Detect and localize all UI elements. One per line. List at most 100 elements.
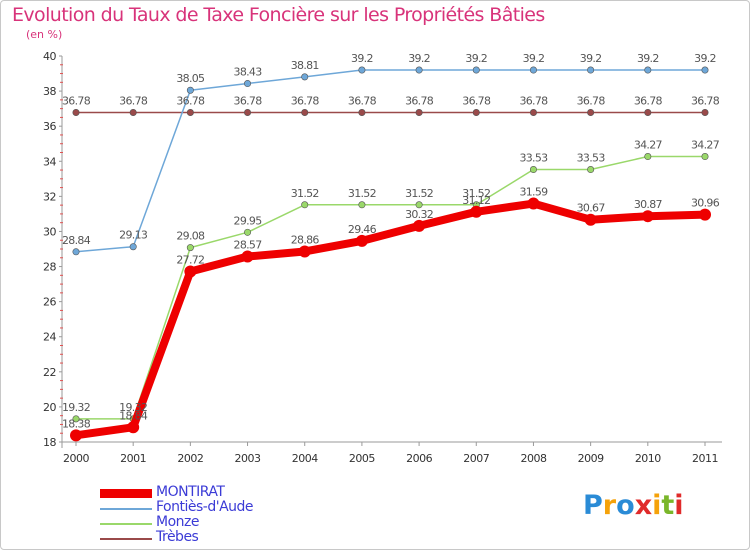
series-point xyxy=(244,80,252,88)
series-point xyxy=(355,234,368,247)
data-label: 28.84 xyxy=(62,234,91,247)
series-point xyxy=(301,108,309,116)
data-label: 36.78 xyxy=(291,94,320,107)
data-label: 36.78 xyxy=(519,94,548,107)
series-point xyxy=(584,213,597,226)
data-label: 39.2 xyxy=(408,52,430,65)
series-point xyxy=(72,108,80,116)
data-label: 34.27 xyxy=(634,139,663,152)
series-point xyxy=(301,73,309,81)
data-label: 18.84 xyxy=(119,409,148,422)
data-label: 39.2 xyxy=(637,52,659,65)
proxiti-logo: Proxiti xyxy=(583,490,684,521)
series-point xyxy=(644,108,652,116)
x-tick-label: 2009 xyxy=(578,452,604,465)
y-tick-label: 30 xyxy=(43,225,56,238)
x-tick-label: 2008 xyxy=(520,452,546,465)
data-label: 31.59 xyxy=(519,186,548,199)
series-point xyxy=(358,108,366,116)
series-point xyxy=(415,108,423,116)
series-point xyxy=(415,66,423,74)
series-point xyxy=(701,66,709,74)
series-point xyxy=(701,108,709,116)
data-label: 28.86 xyxy=(291,233,320,246)
series-line-0 xyxy=(72,199,709,440)
x-tick-label: 2007 xyxy=(463,452,489,465)
series-point xyxy=(186,244,194,252)
data-label: 18.38 xyxy=(62,417,91,430)
y-tick-label: 28 xyxy=(43,261,56,274)
chart-subtitle: (en %) xyxy=(26,28,63,41)
series-point xyxy=(72,415,80,423)
y-tick-label: 40 xyxy=(43,50,56,63)
x-tick-label: 2001 xyxy=(120,452,146,465)
series-point xyxy=(529,166,537,174)
series-line-1 xyxy=(75,69,706,253)
data-label: 36.78 xyxy=(176,94,205,107)
series-point xyxy=(241,250,254,263)
data-label: 36.78 xyxy=(462,94,491,107)
legend-label-trebes: Trèbes xyxy=(156,529,199,545)
series-point xyxy=(186,86,194,94)
x-tick-label: 2002 xyxy=(177,452,203,465)
y-tick-label: 38 xyxy=(43,85,56,98)
data-label: 31.12 xyxy=(462,194,490,207)
data-label: 36.78 xyxy=(119,94,148,107)
data-label: 19.32 xyxy=(119,401,147,414)
series-point xyxy=(186,108,194,116)
data-label: 38.05 xyxy=(176,72,205,85)
series-point xyxy=(244,228,252,236)
series-point xyxy=(298,245,311,258)
x-tick-label: 2006 xyxy=(406,452,432,465)
series-point xyxy=(127,421,140,434)
data-label: 29.08 xyxy=(176,230,205,243)
legend-swatch-montirat xyxy=(100,489,152,498)
x-tick-label: 2004 xyxy=(292,452,318,465)
data-label: 19.32 xyxy=(62,401,90,414)
data-label: 36.78 xyxy=(634,94,663,107)
data-label: 30.32 xyxy=(405,208,433,221)
series-point xyxy=(70,429,82,442)
series-point xyxy=(244,108,252,116)
data-label: 33.53 xyxy=(519,152,548,165)
logo-letter: P xyxy=(583,490,603,521)
data-label: 31.52 xyxy=(291,187,319,200)
series-point xyxy=(358,66,366,74)
y-tick-label: 20 xyxy=(43,401,56,414)
data-label: 39.2 xyxy=(351,52,373,65)
data-label: 39.2 xyxy=(580,52,602,65)
data-label: 38.81 xyxy=(291,59,319,72)
x-tick-label: 2010 xyxy=(635,452,661,465)
series-point xyxy=(529,108,537,116)
series-point xyxy=(301,201,309,209)
data-label: 29.95 xyxy=(234,214,263,227)
series-point xyxy=(701,153,709,161)
x-tick-label: 2003 xyxy=(235,452,261,465)
data-label: 38.43 xyxy=(234,66,263,79)
legend-swatch-trebes xyxy=(100,538,152,540)
series-point xyxy=(472,108,480,116)
x-tick-label: 2005 xyxy=(349,452,375,465)
data-label: 27.72 xyxy=(176,253,204,266)
data-label: 39.2 xyxy=(465,52,487,65)
data-label: 36.78 xyxy=(405,94,434,107)
data-label: 28.57 xyxy=(234,239,263,252)
data-label: 36.78 xyxy=(691,94,720,107)
data-label: 33.53 xyxy=(577,152,606,165)
data-label: 31.52 xyxy=(405,187,433,200)
data-label: 36.78 xyxy=(577,94,606,107)
logo-letter: i xyxy=(674,490,684,521)
logo-letter: r xyxy=(602,490,617,521)
logo-letter: x xyxy=(634,490,653,521)
y-tick-label: 36 xyxy=(43,120,56,133)
series-point xyxy=(129,108,137,116)
series-point xyxy=(644,153,652,161)
data-label: 39.2 xyxy=(694,52,716,65)
y-tick-label: 26 xyxy=(43,296,56,309)
data-label: 29.46 xyxy=(348,223,377,236)
data-label: 34.27 xyxy=(691,139,720,152)
series-point xyxy=(358,201,366,209)
y-tick-label: 24 xyxy=(43,331,56,344)
